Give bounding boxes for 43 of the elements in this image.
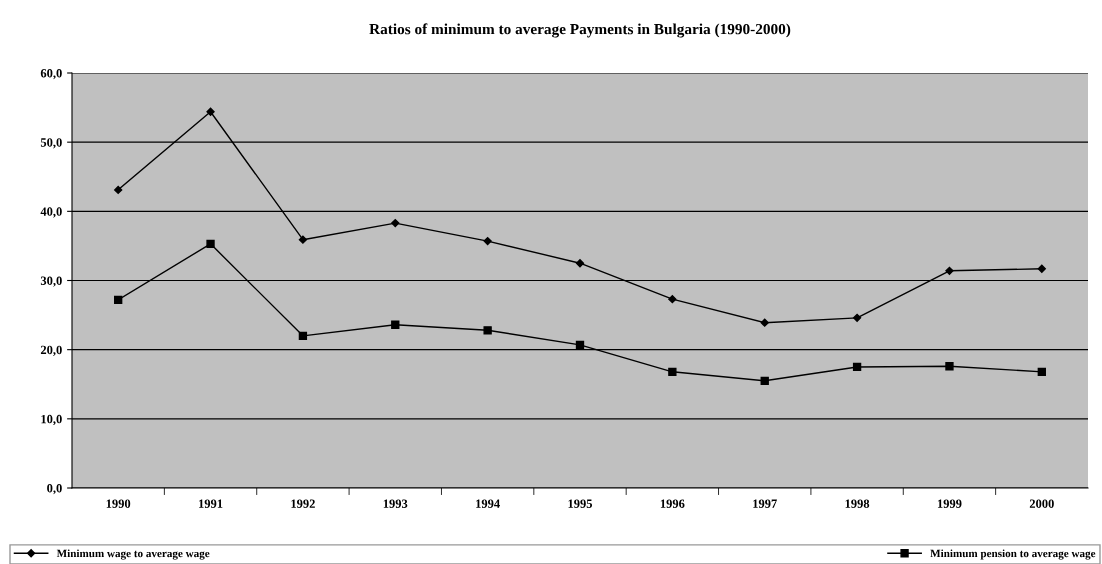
point — [483, 326, 492, 335]
point — [668, 295, 677, 304]
point — [391, 320, 400, 329]
y-tick-label: 20,0 — [40, 345, 62, 356]
y-tick-label: 0,0 — [47, 484, 62, 495]
point — [114, 185, 123, 195]
point — [852, 313, 862, 322]
x-tick-label: 1997 — [753, 499, 777, 508]
chart-title: Ratios of minimum to average Payments in Bulgaria (1990-2000) — [369, 23, 791, 38]
point — [1037, 367, 1046, 376]
x-tick-label: 1991 — [199, 499, 223, 508]
point — [206, 107, 215, 116]
legend-label: Minimum pension to average wage — [930, 549, 1096, 560]
point — [391, 218, 400, 228]
point — [114, 295, 123, 305]
point — [668, 367, 677, 376]
y-tick-label: 60,0 — [40, 69, 62, 80]
x-tick-label: 1996 — [660, 499, 685, 508]
x-tick-label: 1998 — [845, 499, 870, 508]
x-tick-label: 1999 — [937, 499, 962, 508]
point — [760, 318, 769, 327]
x-tick-label: 1993 — [383, 499, 408, 508]
x-tick-label: 1995 — [568, 499, 593, 508]
x-tick-label: 1994 — [476, 499, 500, 508]
point — [760, 376, 769, 385]
point — [945, 362, 954, 371]
point — [298, 235, 308, 244]
y-tick-label: 40,0 — [40, 207, 62, 218]
point — [1037, 264, 1046, 273]
y-tick-label: 50,0 — [40, 138, 62, 149]
point — [945, 266, 954, 275]
y-tick-label: 30,0 — [40, 276, 62, 287]
point — [483, 236, 492, 246]
point — [575, 259, 585, 268]
point — [298, 331, 308, 341]
y-tick-label: 10,0 — [41, 414, 62, 426]
x-tick-label: 2000 — [1029, 499, 1054, 508]
x-tick-label: 1990 — [106, 499, 131, 508]
point — [575, 340, 585, 349]
legend-label: Minimum wage to average wage — [56, 549, 210, 560]
x-tick-label: 1992 — [291, 499, 315, 508]
point — [852, 362, 862, 372]
point — [206, 239, 215, 249]
